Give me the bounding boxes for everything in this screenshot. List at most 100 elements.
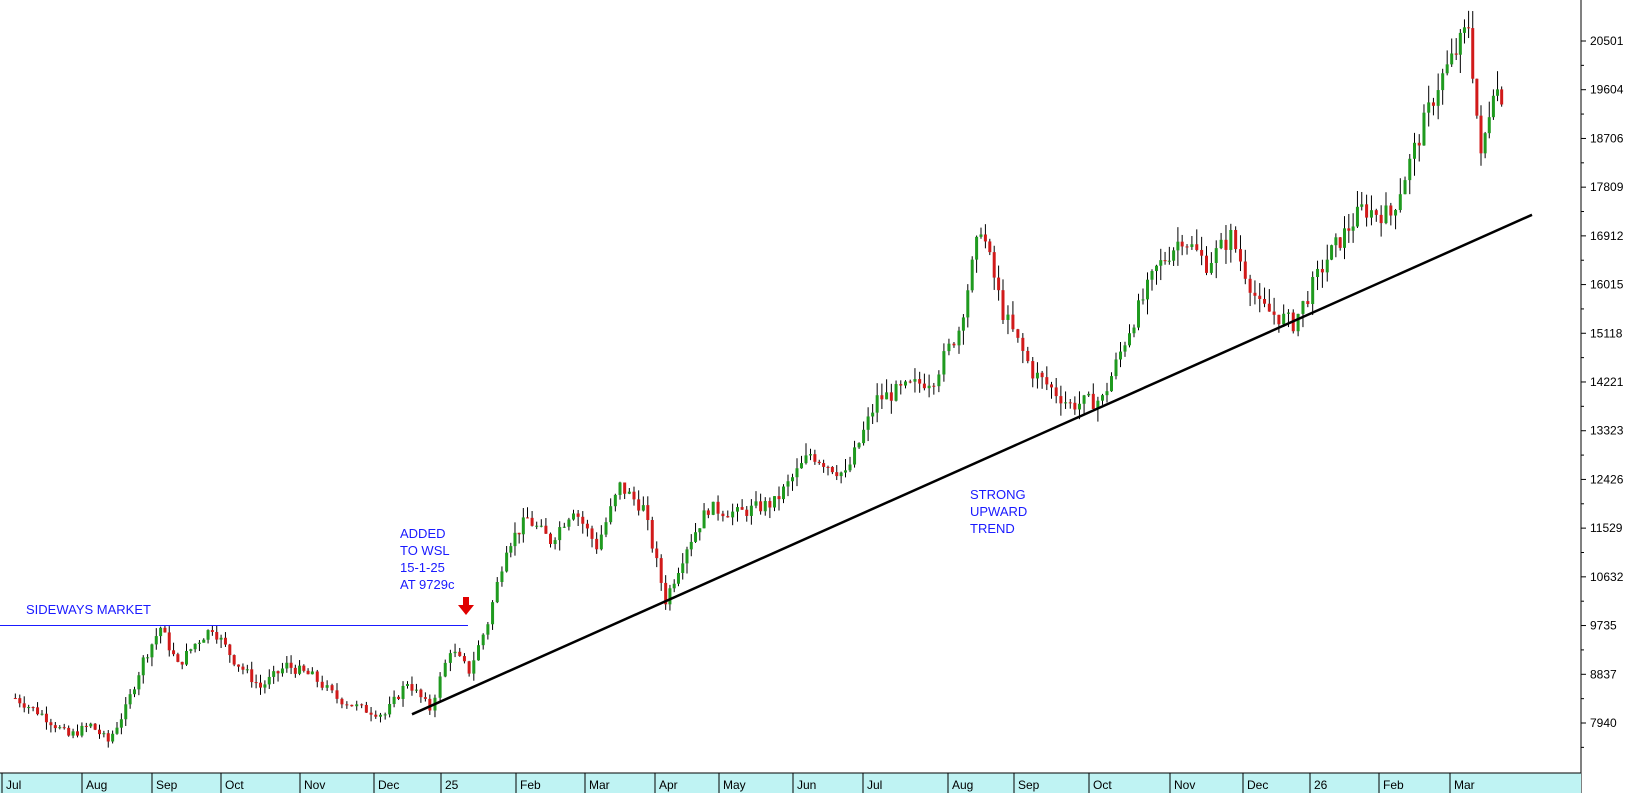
candle-body — [1068, 402, 1072, 404]
candle-body — [702, 510, 706, 529]
candle-body — [1475, 78, 1479, 116]
candle-body — [716, 501, 720, 514]
candle-body — [1483, 133, 1487, 154]
candle-body — [406, 684, 409, 686]
candle-body — [1374, 210, 1378, 215]
candle-body — [486, 624, 490, 635]
candle-body — [927, 385, 931, 389]
candle-body — [1394, 210, 1398, 216]
candle-body — [992, 252, 996, 278]
candle-body — [1487, 117, 1491, 134]
x-tick-label: Aug — [952, 778, 973, 792]
candle-body — [1267, 303, 1271, 312]
candle-body — [572, 513, 575, 520]
candle-body — [1137, 300, 1140, 328]
candle-body — [650, 520, 654, 549]
candle-body — [1441, 73, 1445, 91]
candle-body — [1006, 314, 1010, 320]
candle-body — [1360, 204, 1364, 207]
added-to-wsl-label: TO WSL — [400, 543, 450, 558]
candle-body — [350, 704, 354, 707]
candle-body — [146, 657, 150, 659]
candle-body — [1087, 393, 1091, 396]
candle-body — [894, 384, 898, 401]
candle-body — [1496, 89, 1500, 96]
candle-body — [961, 317, 965, 331]
candle-body — [458, 651, 462, 657]
candle-body — [585, 523, 589, 529]
candle-body — [1282, 313, 1286, 325]
candle-body — [1229, 229, 1233, 250]
candle-body — [1150, 271, 1154, 280]
candle-body — [1176, 241, 1180, 251]
candle-body — [853, 447, 857, 465]
candle-body — [1277, 314, 1281, 325]
lines-layer — [0, 213, 1533, 716]
candle-body — [1132, 327, 1136, 334]
candle-body — [1077, 403, 1081, 410]
candle-body — [374, 714, 378, 717]
candle-body — [899, 384, 903, 386]
candle-body — [1040, 372, 1044, 378]
candle-body — [641, 505, 645, 511]
candle-body — [558, 527, 562, 541]
candle-body — [970, 259, 974, 291]
x-tick-label: Oct — [225, 778, 244, 792]
candle-body — [467, 661, 471, 674]
candle-body — [791, 477, 794, 482]
candle-body — [369, 712, 373, 715]
candle-body — [1413, 142, 1416, 159]
y-tick-label: 18706 — [1590, 131, 1624, 145]
candle-body — [646, 505, 650, 521]
candle-body — [535, 525, 539, 527]
candle-body — [759, 501, 763, 512]
candle-body — [119, 719, 123, 728]
candle-body — [581, 516, 585, 524]
candle-body — [259, 682, 262, 688]
candle-body — [1001, 290, 1005, 320]
candle-body — [549, 533, 552, 545]
candle-body — [438, 676, 442, 698]
candle-body — [800, 463, 803, 469]
candle-body — [1200, 249, 1204, 256]
candle-body — [210, 630, 214, 632]
y-tick-label: 10632 — [1590, 570, 1624, 584]
candle-body — [1195, 244, 1199, 250]
candle-body — [1205, 255, 1208, 273]
candle-body — [237, 664, 241, 667]
candle-body — [453, 651, 457, 654]
candle-body — [947, 343, 951, 352]
candle-body — [952, 343, 956, 346]
y-tick-label: 20501 — [1590, 34, 1624, 48]
candle-body — [813, 454, 817, 462]
candle-body — [245, 669, 249, 671]
candle-body — [53, 725, 57, 729]
strong-upward-trend-label: TREND — [970, 521, 1015, 536]
candle-body — [613, 494, 617, 507]
y-tick-label: 12426 — [1590, 472, 1624, 486]
candle-body — [1316, 268, 1320, 278]
candle-body — [681, 563, 685, 573]
candle-body — [590, 528, 594, 539]
candle-body — [276, 671, 280, 674]
candle-body — [18, 698, 22, 704]
candle-body — [830, 466, 834, 473]
candle-body — [1403, 180, 1407, 195]
candle-body — [49, 722, 53, 726]
y-tick-label: 15118 — [1590, 326, 1623, 340]
candle-body — [1347, 228, 1351, 231]
candle-body — [320, 681, 324, 688]
candle-body — [335, 690, 339, 699]
candle-body — [1369, 210, 1373, 218]
candle-body — [721, 513, 725, 517]
candle-body — [378, 714, 382, 717]
candle-body — [1467, 27, 1471, 29]
candle-body — [302, 665, 306, 671]
candle-body — [1059, 396, 1063, 404]
x-tick-label: Jun — [797, 778, 816, 792]
candle-body — [689, 541, 693, 550]
candle-body — [197, 642, 201, 644]
x-tick-label: Jul — [6, 778, 21, 792]
candle-body — [908, 381, 912, 383]
candle-body — [942, 351, 946, 375]
